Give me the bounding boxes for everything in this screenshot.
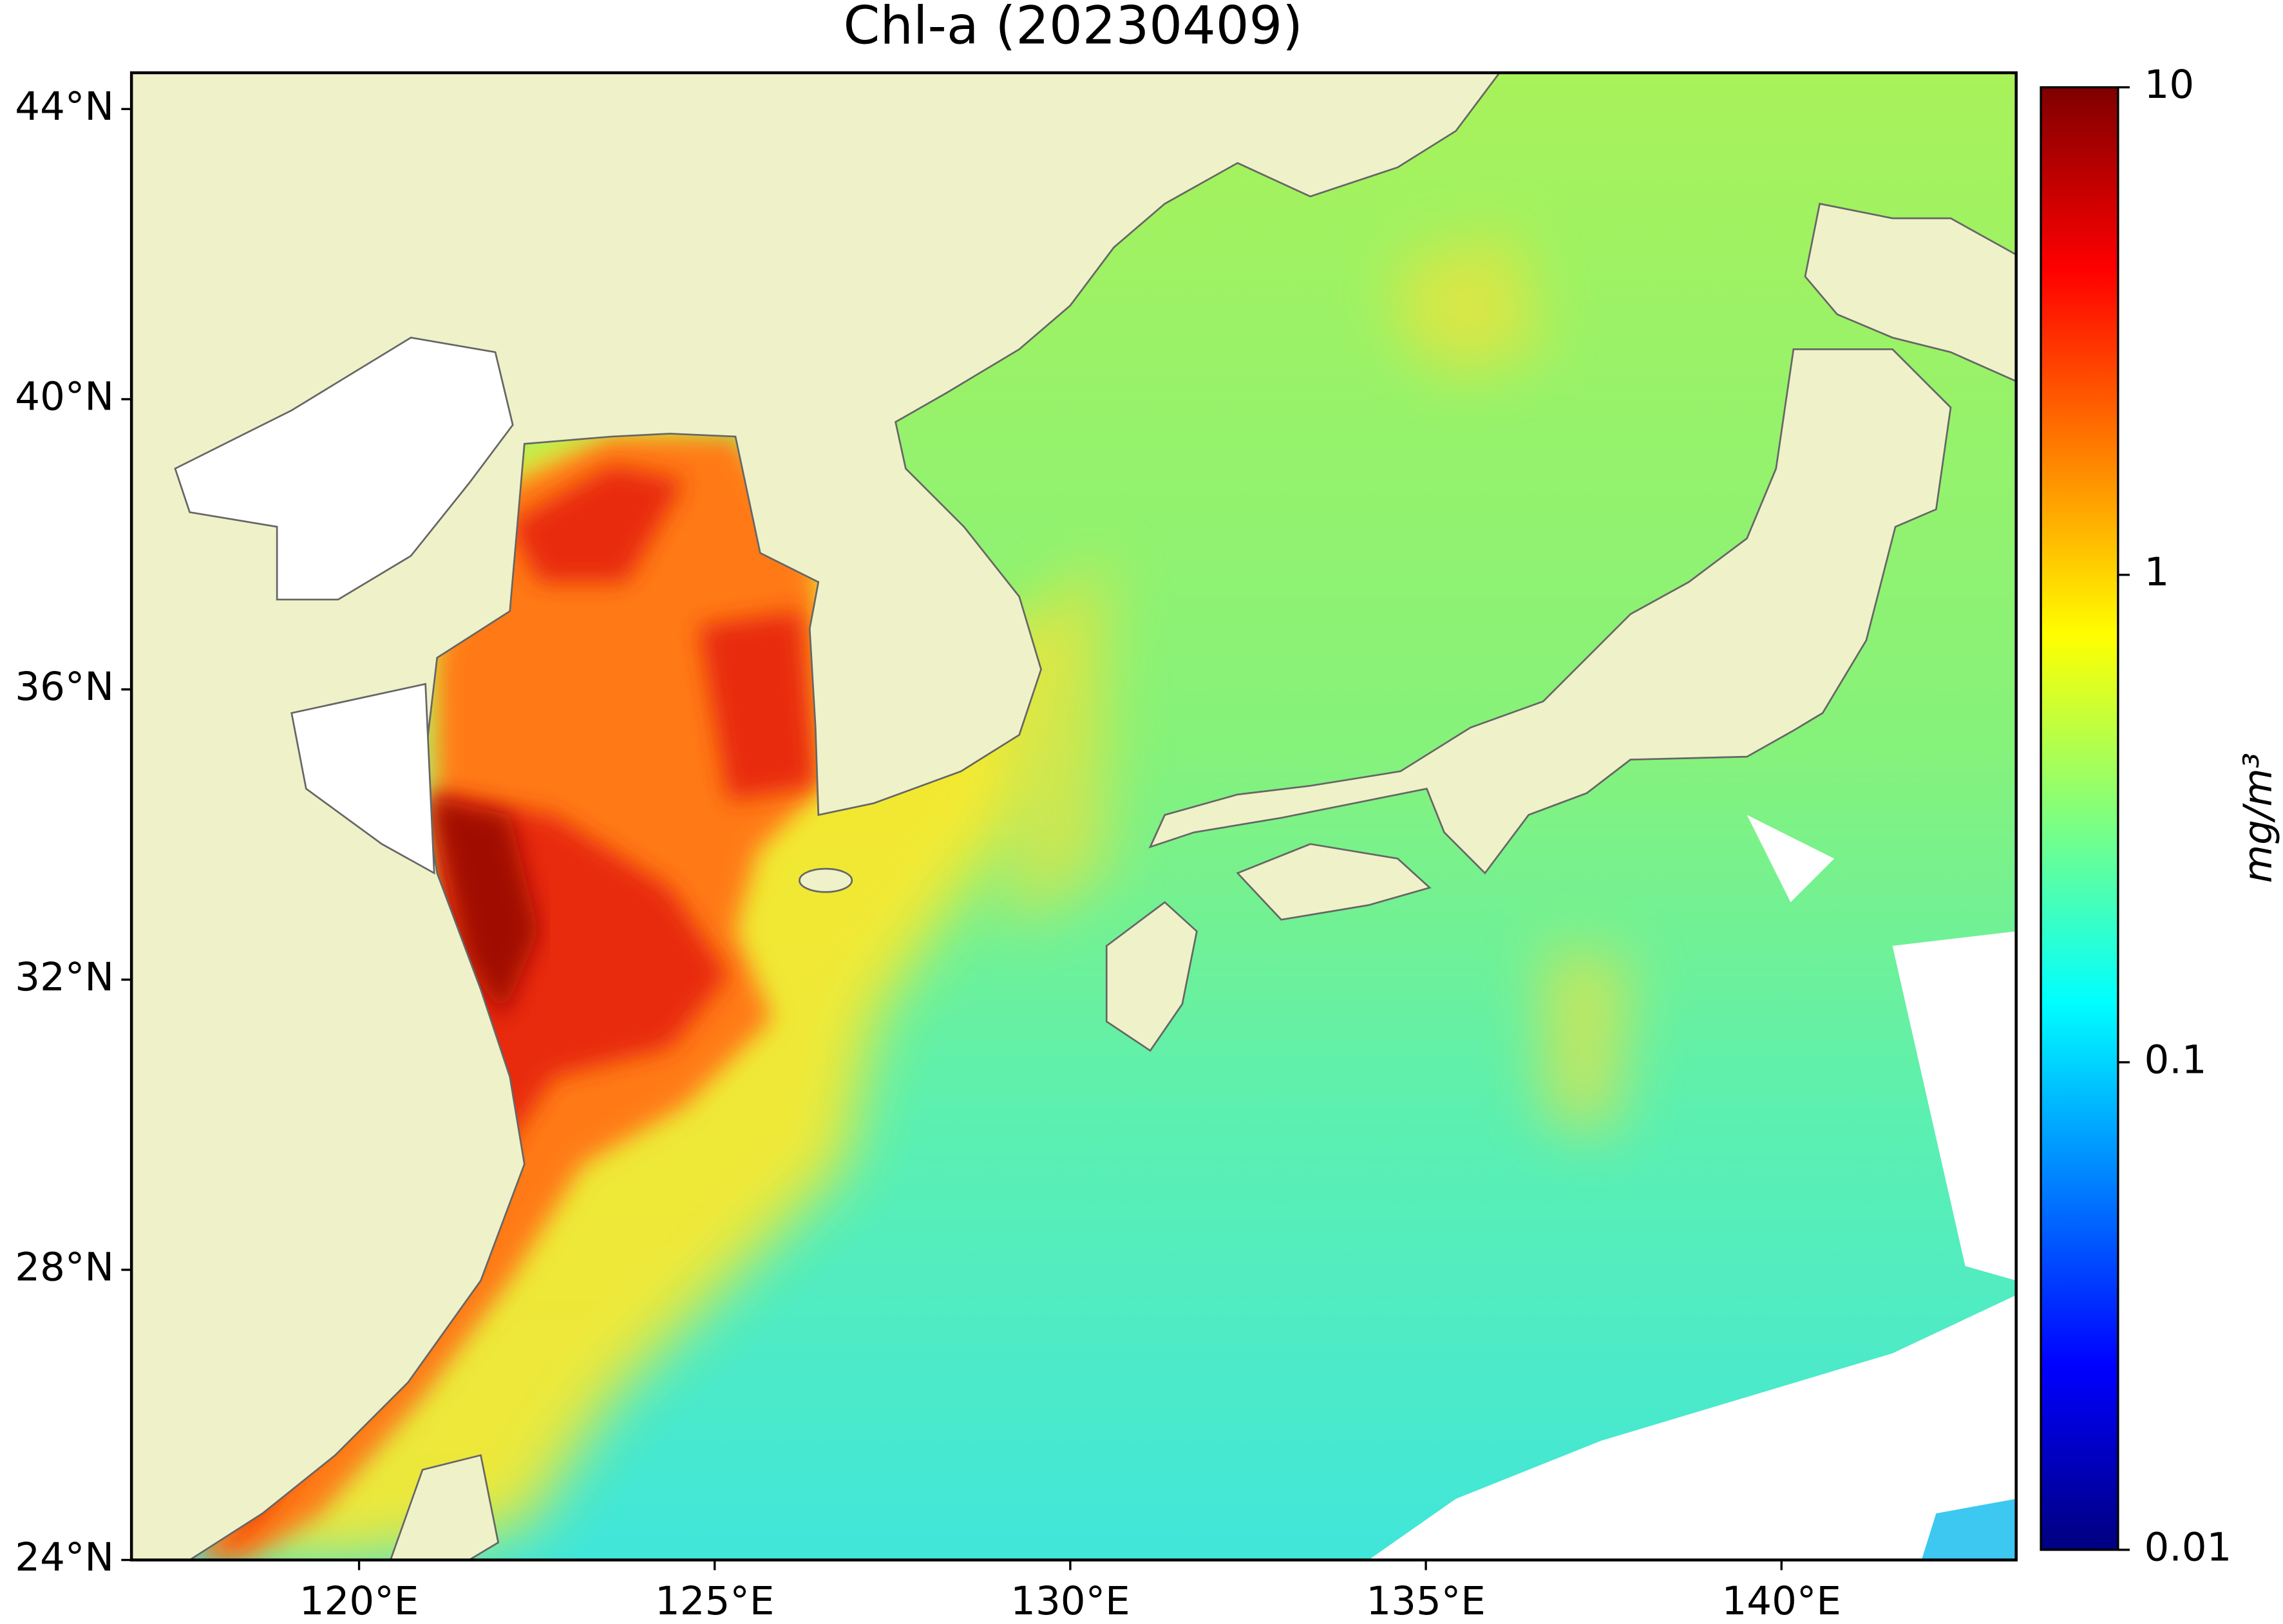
x-tick-label: 120°E bbox=[299, 1578, 419, 1624]
colorbar-tick-label: 0.01 bbox=[2145, 1524, 2232, 1570]
hokkaido bbox=[1804, 202, 2016, 382]
plume-core bbox=[218, 466, 816, 1560]
honshu bbox=[1148, 348, 1952, 874]
colorbar bbox=[2040, 86, 2119, 1551]
map-area bbox=[131, 72, 2016, 1560]
x-tick-label: 125°E bbox=[655, 1578, 774, 1624]
axes-ticks: 120°E 125°E 130°E 135°E 140°E 24°N 28°N 32°N 36°… bbox=[15, 84, 1841, 1624]
kyushu bbox=[1105, 901, 1198, 1052]
taiwan bbox=[389, 1454, 500, 1560]
map-frame bbox=[129, 71, 2018, 1562]
japan-sea-patch bbox=[1005, 232, 1631, 1135]
x-tick-label: 140°E bbox=[1721, 1578, 1841, 1624]
y-tick-label: 40°N bbox=[15, 374, 114, 420]
y-tick-label: 36°N bbox=[15, 664, 114, 710]
no-data bbox=[1369, 815, 2016, 1560]
colorbar-label: mg/m³ bbox=[2235, 753, 2281, 883]
x-tick-label: 135°E bbox=[1366, 1578, 1485, 1624]
y-tick-label: 28°N bbox=[15, 1245, 114, 1290]
colorbar-tick-label: 1 bbox=[2145, 549, 2170, 595]
colorbar-tick-label: 10 bbox=[2145, 62, 2195, 108]
plume-dark bbox=[430, 797, 539, 1019]
y-tick-label: 44°N bbox=[15, 84, 114, 129]
map-title: Chl-a (20230409) bbox=[844, 0, 1303, 57]
x-tick-label: 130°E bbox=[1010, 1578, 1130, 1624]
low-chl bbox=[1921, 1498, 2016, 1560]
colorbar-tick-label: 0.1 bbox=[2145, 1037, 2207, 1082]
bohai-no-data bbox=[174, 336, 514, 601]
y-tick-label: 32°N bbox=[15, 954, 114, 1000]
jeju bbox=[799, 867, 853, 893]
shikoku bbox=[1236, 843, 1432, 921]
y-tick-label: 24°N bbox=[15, 1534, 114, 1580]
coast-no-data bbox=[290, 683, 435, 875]
